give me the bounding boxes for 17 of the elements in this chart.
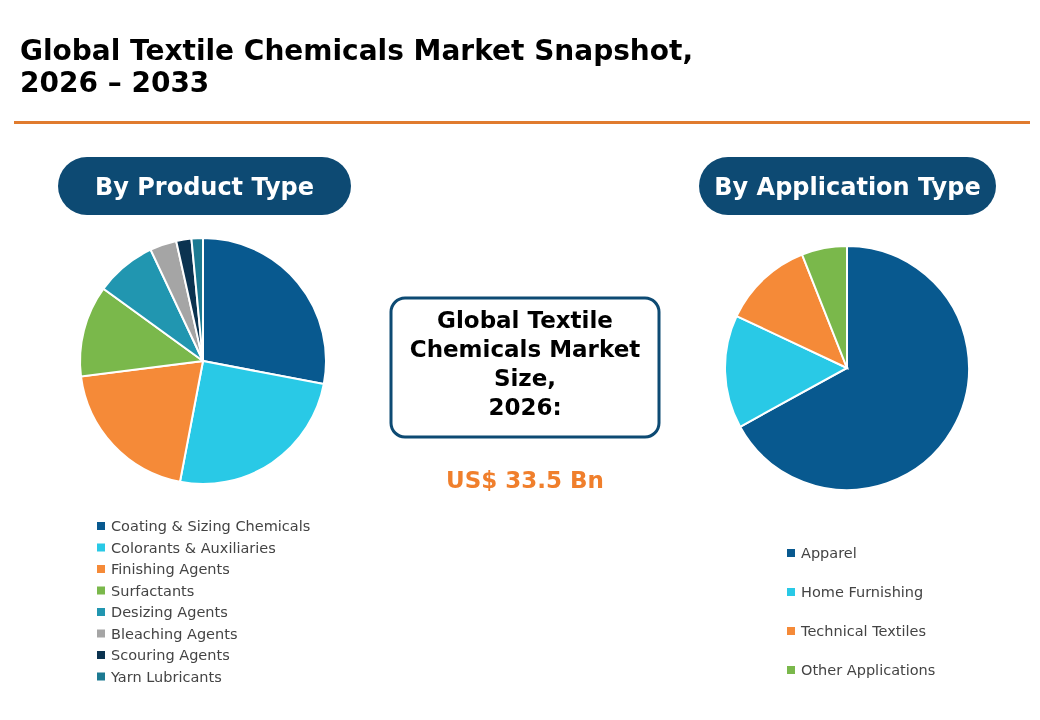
text: US$ 33.5 Bn — [446, 467, 604, 493]
legend-label: Yarn Lubricants — [110, 668, 222, 685]
legend-label: Coating & Sizing Chemicals — [111, 518, 311, 534]
legend-label: Home Furnishing — [801, 584, 924, 600]
legend-label: Bleaching Agents — [111, 625, 238, 642]
chart-subtitle: By Application Type — [714, 173, 981, 201]
chart-title: Global Textile Chemicals Market Snapshot, 2026 – 2033 — [20, 34, 694, 99]
legend-label: Desizing Agents — [111, 604, 228, 620]
legend-label: Technical Textiles — [800, 623, 927, 639]
legend-label: Surfactants — [111, 582, 195, 599]
legend-label: Scouring Agents — [111, 647, 230, 663]
legend-label: Colorants & Auxiliaries — [111, 539, 276, 556]
chart-subtitle: By Product Type — [94, 173, 315, 201]
text: Global Textile Chemicals Market Size, 2026: — [409, 307, 641, 420]
legend-label: Other Applications — [801, 662, 936, 678]
legend-label: Finishing Agents — [111, 561, 230, 577]
legend-label: Apparel — [801, 545, 857, 561]
